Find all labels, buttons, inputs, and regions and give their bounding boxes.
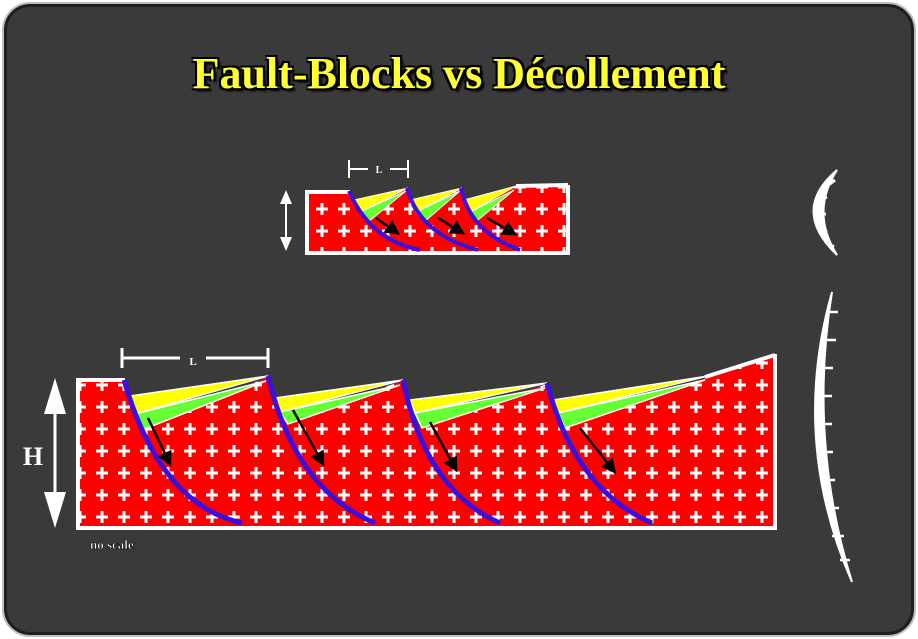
large-length-dimension: [120, 348, 270, 368]
large-decollement-section: L H no scale: [23, 348, 777, 552]
large-curvature-icon: [814, 291, 853, 583]
small-fault-block-section: L: [280, 160, 570, 255]
small-length-dimension: [348, 160, 409, 178]
height-label: H: [23, 442, 43, 471]
large-faults: [121, 375, 653, 526]
height-arrow: [44, 378, 66, 528]
small-height-arrow: [280, 190, 292, 251]
page-title: Fault-Blocks vs Décollement: [192, 49, 726, 98]
scale-note: no scale: [90, 537, 134, 552]
large-slip-arrows: [146, 409, 617, 474]
large-length-label: L: [189, 356, 196, 368]
small-length-label: L: [376, 165, 383, 176]
large-sediment-wedges: [129, 375, 709, 431]
small-outline: [305, 183, 570, 255]
large-outline: [76, 353, 777, 530]
small-curvature-icon: [812, 169, 838, 256]
small-faults: [347, 187, 521, 252]
small-slip-arrows: [375, 216, 518, 236]
